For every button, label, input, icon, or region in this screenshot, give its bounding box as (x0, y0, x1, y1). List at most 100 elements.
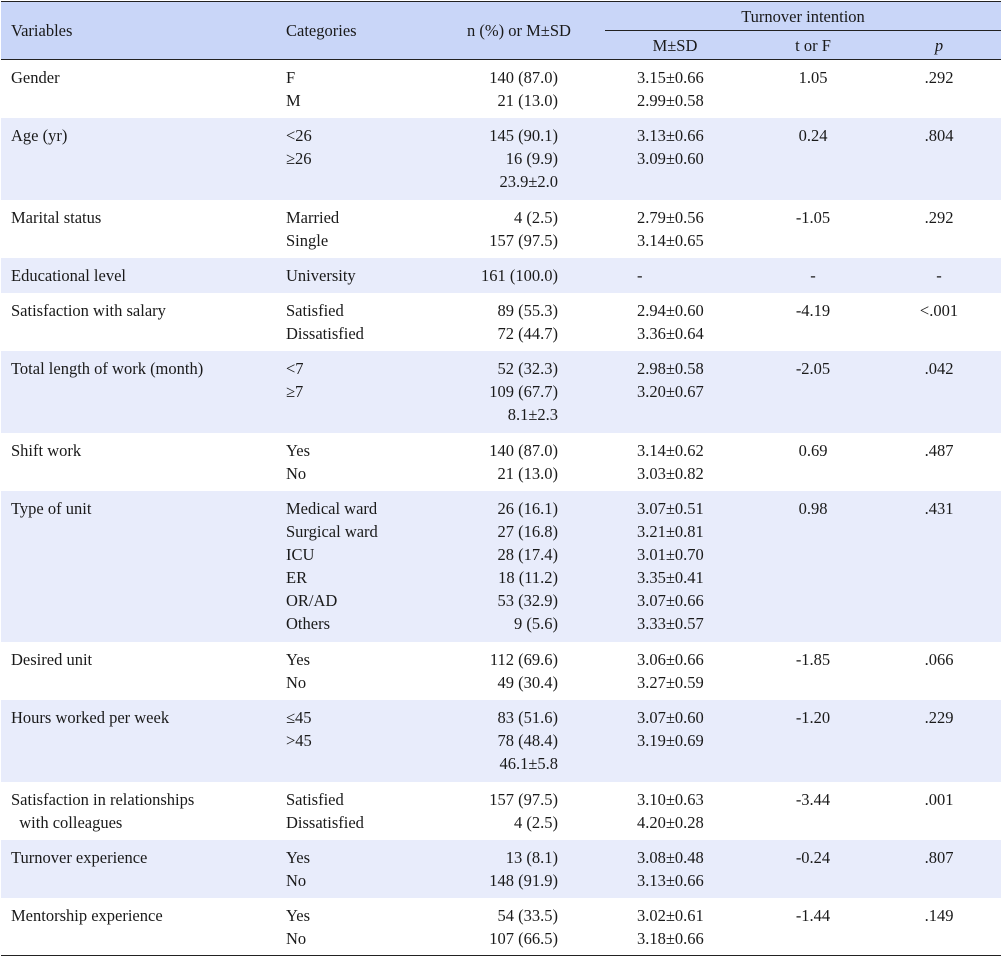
p-value-cell: .487 (924, 441, 954, 460)
n-pct-cell: 140 (87.0) 21 (13.0) (489, 439, 558, 485)
variable-cell-line: Marital status (11, 208, 102, 227)
n-pct-cell: 140 (87.0) 21 (13.0) (489, 66, 558, 112)
msd-cell-line: 3.08±0.48 (637, 848, 704, 867)
variable-cell: Total length of work (month) (11, 357, 203, 380)
p-value-cell: .229 (924, 708, 954, 727)
category-cell-line: ER (286, 568, 308, 587)
msd-cell-line: 3.15±0.66 (637, 68, 704, 87)
category-cell-line: <7 (286, 359, 304, 378)
msd-cell-line: 3.10±0.63 (637, 790, 704, 809)
category-cell-line: No (286, 871, 307, 890)
n-pct-cell-line: 54 (33.5) (497, 906, 559, 925)
n-pct-cell: 4 (2.5) 157 (97.5) (489, 206, 558, 252)
variable-cell: Mentorship experience (11, 904, 163, 927)
n-pct-cell: 89 (55.3) 72 (44.7) (498, 299, 559, 345)
p-value-cell: <.001 (919, 301, 959, 320)
bottom-rule (1, 955, 1001, 956)
t-value-cell: 0.24 (798, 126, 828, 145)
msd-cell: 2.94±0.60 3.36±0.64 (637, 299, 704, 345)
table-row: Age (yr) <26 ≥26 145 (90.1) 16 (9.9) 23.9±2.0… (1, 118, 1001, 200)
msd-cell-line: 3.36±0.64 (637, 324, 704, 343)
n-pct-cell-line: 23.9±2.0 (499, 172, 558, 191)
n-pct-cell-line: 112 (69.6) (489, 650, 558, 669)
n-pct-cell: 52 (32.3) 109 (67.7) 8.1±2.3 (489, 357, 558, 426)
t-value-cell: 0.69 (798, 441, 828, 460)
header-n-pct: n (%) or M±SD (467, 21, 571, 40)
table-row: Educational level University 161 (100.0) - -… (1, 258, 1001, 293)
table-row: Shift work Yes No 140 (87.0) 21 (13.0) 3.14±0… (1, 433, 1001, 491)
n-pct-cell-line: 72 (44.7) (497, 324, 559, 343)
t-value-cell: -1.44 (795, 906, 831, 925)
t-value-cell: -1.85 (795, 650, 831, 669)
table-row: Desired unit Yes No 112 (69.6) 49 (30.4) 3.06… (1, 642, 1001, 700)
variable-cell: Gender (11, 66, 60, 89)
category-cell-line: No (286, 464, 307, 483)
n-pct-cell-line: 27 (16.8) (497, 522, 559, 541)
t-value-cell: 0.98 (798, 499, 828, 518)
table-row: Total length of work (month) <7 ≥7 52 (32.3… (1, 351, 1001, 433)
n-pct-cell-line: 9 (5.6) (514, 614, 558, 633)
category-cell: Yes No (286, 904, 310, 950)
category-cell-line: Satisfied (286, 790, 344, 809)
msd-cell-line: 4.20±0.28 (637, 813, 704, 832)
header-bottom-rule (1, 59, 1001, 60)
n-pct-cell-line: 157 (97.5) (489, 790, 558, 809)
msd-cell-line: 3.13±0.66 (637, 126, 704, 145)
p-value-cell: .807 (924, 848, 954, 867)
table-row: Mentorship experience Yes No 54 (33.5) 107 (… (1, 898, 1001, 956)
msd-cell-line: 3.27±0.59 (637, 673, 704, 692)
msd-cell: 3.06±0.66 3.27±0.59 (637, 648, 704, 694)
variable-cell: Type of unit (11, 497, 91, 520)
msd-cell-line: 3.09±0.60 (637, 149, 704, 168)
category-cell: Medical ward Surgical ward ICU ER OR/AD Other… (286, 497, 378, 635)
category-cell-line: >45 (286, 731, 312, 750)
n-pct-cell-line: 28 (17.4) (497, 545, 559, 564)
n-pct-cell-line: 16 (9.9) (505, 149, 558, 168)
variable-cell: Satisfaction in relationships with colle… (11, 788, 194, 834)
n-pct-cell-line: 140 (87.0) (489, 441, 558, 460)
category-cell-line: Yes (286, 906, 311, 925)
n-pct-cell-line: 89 (55.3) (497, 301, 559, 320)
n-pct-cell: 13 (8.1) 148 (91.9) (489, 846, 558, 892)
variable-cell-line: Age (yr) (11, 126, 68, 145)
n-pct-cell-line: 161 (100.0) (481, 266, 558, 285)
category-cell: Yes No (286, 846, 310, 892)
msd-cell: 3.08±0.48 3.13±0.66 (637, 846, 704, 892)
t-value-cell: 1.05 (798, 68, 828, 87)
category-cell-line: No (286, 929, 307, 948)
msd-cell-line: 3.07±0.60 (637, 708, 704, 727)
n-pct-cell-line: 4 (2.5) (514, 208, 558, 227)
n-pct-cell-line: 148 (91.9) (489, 871, 558, 890)
n-pct-cell-line: 107 (66.5) (489, 929, 558, 948)
msd-cell: 2.98±0.58 3.20±0.67 (637, 357, 704, 403)
table-row: Hours worked per week ≤45 >45 83 (51.6) 78 (… (1, 700, 1001, 782)
msd-cell-line: 3.07±0.51 (637, 499, 704, 518)
header-categories: Categories (286, 21, 357, 40)
msd-cell-line: 3.14±0.62 (637, 441, 704, 460)
n-pct-cell-line: 49 (30.4) (497, 673, 559, 692)
msd-cell: 3.14±0.62 3.03±0.82 (637, 439, 704, 485)
msd-cell-line: 3.21±0.81 (637, 522, 704, 541)
msd-cell-line: 2.94±0.60 (637, 301, 704, 320)
category-cell-line: ≥26 (286, 149, 312, 168)
p-value-cell: .804 (924, 126, 954, 145)
category-cell: Yes No (286, 439, 310, 485)
top-rule (1, 1, 1001, 2)
t-value-cell: -1.20 (795, 708, 831, 727)
category-cell-line: Medical ward (286, 499, 378, 518)
n-pct-cell-line: 52 (32.3) (497, 359, 559, 378)
t-value-cell: -1.05 (795, 208, 831, 227)
header-msd: M±SD (652, 36, 698, 55)
category-cell-line: Married (286, 208, 340, 227)
p-value-cell: - (936, 266, 942, 285)
variable-cell-line: Satisfaction with salary (11, 301, 166, 320)
n-pct-cell-line: 78 (48.4) (497, 731, 559, 750)
t-value-cell: -2.05 (795, 359, 831, 378)
n-pct-cell: 161 (100.0) (481, 264, 558, 287)
header-variables: Variables (11, 21, 73, 40)
n-pct-cell-line: 53 (32.9) (497, 591, 559, 610)
msd-cell-line: - (637, 266, 643, 285)
n-pct-cell-line: 140 (87.0) (489, 68, 558, 87)
msd-cell: 3.13±0.66 3.09±0.60 (637, 124, 704, 170)
variable-cell: Turnover experience (11, 846, 147, 869)
